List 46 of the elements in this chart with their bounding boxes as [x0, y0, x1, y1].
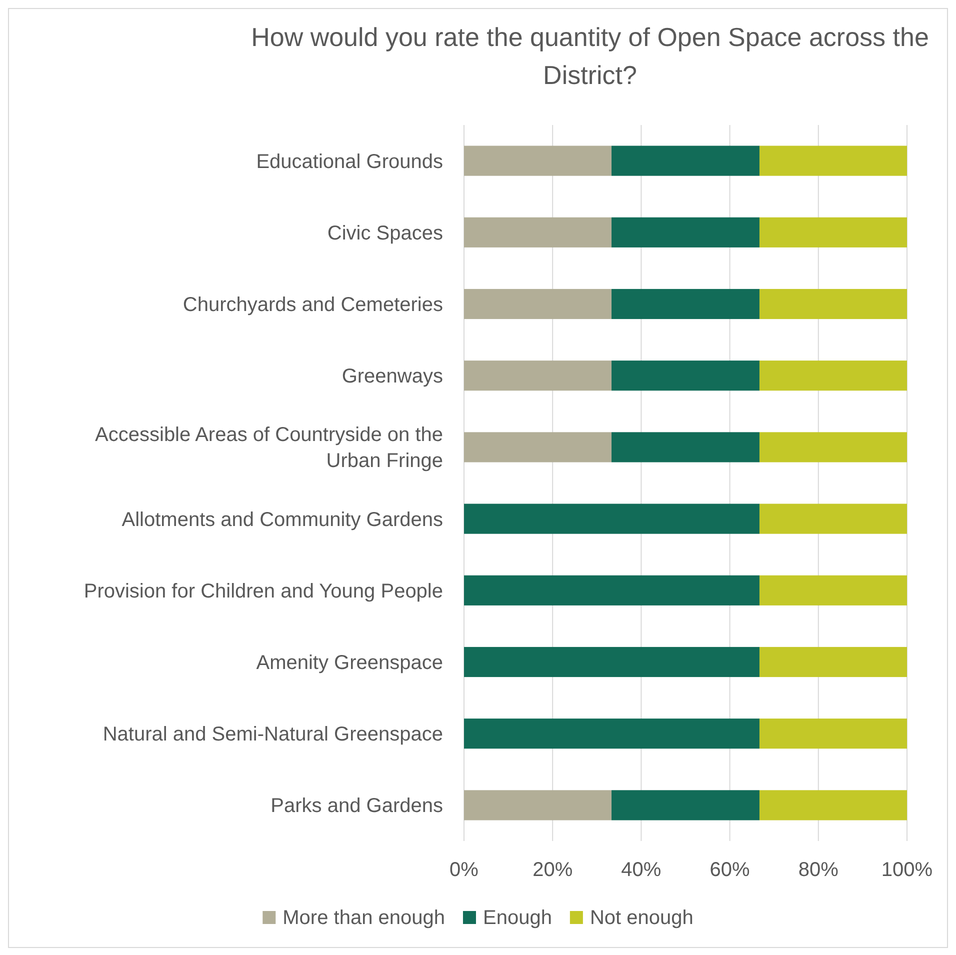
bar	[464, 217, 612, 248]
bar	[759, 504, 907, 534]
x-tick-label: 40%	[621, 859, 662, 881]
bar	[759, 432, 907, 462]
bar	[759, 360, 907, 391]
bar	[612, 217, 760, 248]
legend-label: Not enough	[590, 907, 694, 929]
bar	[612, 790, 760, 820]
bar	[759, 575, 907, 606]
y-tick-label: Allotments and Community Gardens	[122, 508, 443, 531]
bar	[464, 288, 612, 320]
y-tick-label: Natural and Semi-Natural Greenspace	[102, 724, 443, 746]
bar	[759, 790, 907, 820]
bar	[759, 146, 907, 176]
x-tick-label: 0%	[450, 859, 479, 881]
bar	[464, 146, 612, 176]
bar	[464, 504, 760, 534]
bar	[759, 217, 907, 248]
bar	[612, 360, 760, 391]
x-tick-label: 60%	[710, 859, 750, 881]
x-tick-label: 80%	[798, 859, 839, 881]
legend-label: More than enough	[282, 907, 445, 929]
y-tick-label: Greenways	[342, 366, 443, 388]
bar	[464, 360, 612, 391]
bar	[612, 432, 760, 462]
bar	[759, 718, 907, 749]
y-tick-label: Accessible Areas of Countryside on the Urban Fringe	[95, 424, 443, 472]
bar	[759, 288, 907, 320]
bar	[464, 718, 760, 749]
bar	[464, 575, 760, 606]
x-tick-label: 100%	[881, 859, 933, 881]
y-tick-label: Churchyards and Cemeteries	[182, 294, 443, 316]
y-tick-label: Provision for Children and Young People	[84, 580, 443, 602]
bar	[612, 288, 760, 320]
legend-label: Enough	[482, 907, 552, 929]
bar	[464, 646, 760, 678]
y-tick-label: Civic Spaces	[327, 222, 443, 244]
bar	[464, 790, 612, 820]
chart-title: How would you rate the quantity of Open Space across the District?	[251, 22, 929, 90]
bar	[759, 646, 907, 678]
bar	[464, 432, 612, 462]
y-tick-label: Educational Grounds	[256, 150, 443, 173]
x-tick-label: 20%	[532, 859, 573, 881]
y-tick-label: Parks and Gardens	[270, 795, 443, 818]
bar	[612, 146, 760, 176]
y-tick-label: Amenity Greenspace	[256, 652, 443, 674]
